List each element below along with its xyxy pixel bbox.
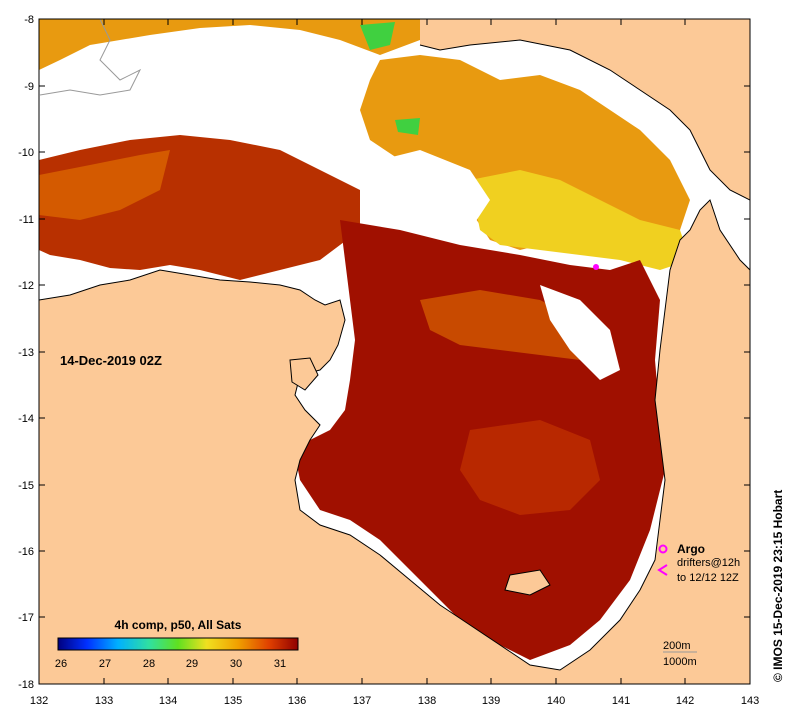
y-tick: -17 (18, 612, 750, 624)
x-tick-label: 143 (741, 695, 759, 707)
y-tick-label: -9 (24, 81, 34, 93)
colorbar-tick-label: 28 (143, 658, 155, 670)
land-northern-territory (39, 200, 750, 684)
x-tick: 132 (30, 19, 48, 707)
x-tick-label: 142 (676, 695, 694, 707)
x-tick: 143 (741, 19, 759, 707)
x-tick-label: 139 (482, 695, 500, 707)
sst-north-patch (39, 19, 420, 70)
colorbar-gradient (57, 637, 299, 651)
depth-200-label: 200m (663, 640, 691, 652)
argo-marker (593, 264, 599, 270)
cloud-gap-2 (140, 35, 360, 130)
y-tick-label: -16 (18, 546, 34, 558)
drifters-legend-line2: to 12/12 12Z (677, 572, 739, 584)
x-axis: 132 133 134 135 136 137 138 139 (30, 19, 759, 707)
y-tick: -10 (18, 147, 750, 159)
x-tick: 136 (288, 19, 306, 707)
x-tick: 134 (159, 19, 177, 707)
map-plot-area (39, 19, 750, 684)
colorbar-tick-label: 31 (274, 658, 286, 670)
sst-green-patch-1 (360, 22, 395, 50)
x-tick: 137 (353, 19, 371, 707)
x-tick-label: 135 (224, 695, 242, 707)
y-tick: -14 (18, 413, 750, 425)
land-cape-york (420, 19, 750, 200)
island-mornington (504, 569, 551, 596)
copyright-label: © IMOS 15-Dec-2019 23:15 Hobart (771, 490, 785, 682)
y-tick: -15 (18, 480, 750, 492)
y-tick: -16 (18, 546, 750, 558)
date-label: 14-Dec-2019 02Z (60, 353, 162, 368)
x-tick: 140 (547, 19, 565, 707)
drifter-legend-icon (657, 564, 668, 576)
y-tick-label: -18 (18, 679, 34, 691)
y-tick-label: -8 (24, 14, 34, 26)
colorbar: 4h comp, p50, All Sats 26 27 28 29 30 31 (55, 618, 299, 670)
sst-gulf-warm-center (460, 420, 600, 515)
x-tick: 141 (612, 19, 630, 707)
x-tick-label: 137 (353, 695, 371, 707)
sst-green-patch-2 (395, 118, 420, 135)
y-tick-label: -14 (18, 413, 34, 425)
x-tick-label: 134 (159, 695, 177, 707)
y-tick-label: -15 (18, 480, 34, 492)
y-tick-label: -17 (18, 612, 34, 624)
argo-legend-label: Argo (677, 542, 705, 556)
x-tick-label: 132 (30, 695, 48, 707)
y-tick-label: -12 (18, 280, 34, 292)
depth-1000-label: 1000m (663, 656, 697, 668)
colorbar-title: 4h comp, p50, All Sats (115, 618, 242, 632)
x-tick: 142 (676, 19, 694, 707)
y-tick: -11 (19, 214, 750, 226)
colorbar-tick-label: 27 (99, 658, 111, 670)
drifters-legend-line1: drifters@12h (677, 557, 740, 569)
colorbar-tick-label: 26 (55, 658, 67, 670)
y-tick: -13 (18, 347, 750, 359)
x-tick-label: 140 (547, 695, 565, 707)
y-tick: -12 (18, 280, 750, 292)
y-tick: -8 (24, 14, 750, 26)
x-tick-label: 136 (288, 695, 306, 707)
legend: Argo drifters@12h to 12/12 12Z (657, 542, 740, 584)
y-tick: -18 (18, 679, 750, 691)
colorbar-tick-label: 30 (230, 658, 242, 670)
cloud-gap-1 (380, 150, 490, 230)
x-tick: 135 (224, 19, 242, 707)
x-tick-label: 141 (612, 695, 630, 707)
sst-west-band-warm (39, 150, 170, 220)
y-tick-label: -10 (18, 147, 34, 159)
y-tick: -9 (24, 81, 750, 93)
y-tick-label: -11 (19, 214, 34, 226)
y-axis: -8 -9 -10 -11 -12 -13 -14 -15 (18, 14, 750, 691)
colorbar-tick-label: 29 (186, 658, 198, 670)
coastline (39, 199, 750, 671)
argo-legend-icon (658, 544, 668, 554)
x-tick-label: 133 (95, 695, 113, 707)
sst-northeast-patch (360, 55, 690, 250)
x-tick: 139 (482, 19, 500, 707)
x-tick: 138 (418, 19, 436, 707)
x-tick: 133 (95, 19, 113, 707)
depth-contour (39, 19, 142, 96)
coastline-north (419, 39, 750, 201)
x-tick-label: 138 (418, 695, 436, 707)
y-tick-label: -13 (18, 347, 34, 359)
island-groote (289, 357, 319, 391)
cloud-gap-3 (540, 285, 620, 380)
depth-legend: 200m 1000m (663, 640, 697, 668)
sst-yellow-patch (470, 170, 690, 270)
